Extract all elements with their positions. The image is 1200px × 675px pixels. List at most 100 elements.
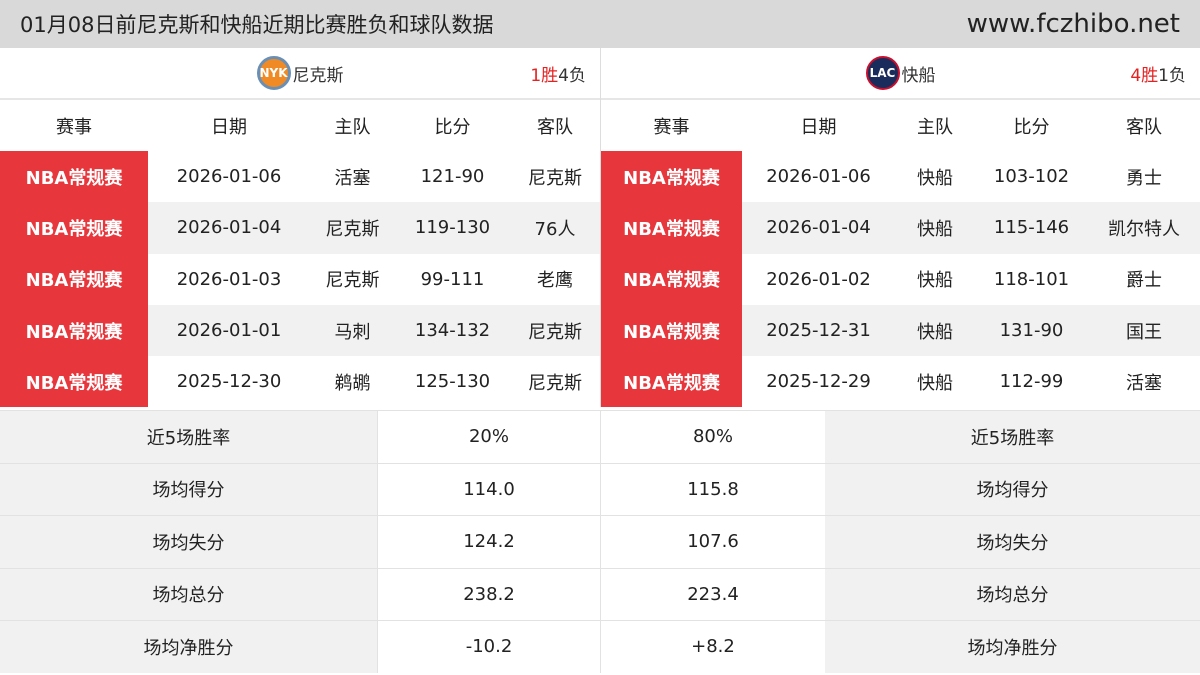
score-cell: 112-99 [999,371,1064,393]
team-record: 1胜4负 [530,61,586,86]
home-team-cell[interactable]: 鹈鹕 [334,372,371,394]
stat-label-left: 场均净胜分 [0,621,377,673]
team-record: 4胜1负 [1130,61,1186,86]
stat-value-right: +8.2 [600,621,825,673]
team-name[interactable]: 尼克斯 [292,65,344,86]
stats-row: 场均总分 238.2 223.4 场均总分 [0,567,1200,620]
table-row: NBA常规赛 2026-01-04 快船 115-146 凯尔特人 [601,202,1200,254]
date-cell: 2025-12-30 [176,371,282,393]
column-header: 赛事 [653,116,690,138]
column-header: 日期 [800,116,837,138]
column-header: 比分 [434,116,471,138]
column-header: 赛事 [56,116,92,138]
competition-cell[interactable]: NBA常规赛 [601,202,742,254]
table-row: NBA常规赛 2026-01-04 尼克斯 119-130 76人 [0,202,600,254]
date-cell: 2026-01-01 [176,320,282,342]
table-row: NBA常规赛 2025-12-30 鹈鹕 125-130 尼克斯 [0,356,600,408]
home-team-cell[interactable]: 快船 [917,167,953,189]
stats-row: 近5场胜率 20% 80% 近5场胜率 [0,410,1200,463]
away-team-cell[interactable]: 尼克斯 [528,372,582,394]
wins: 4胜 [1130,65,1159,86]
column-header: 主队 [917,116,953,138]
away-team-cell[interactable]: 老鹰 [537,270,573,292]
table-header: 赛事 日期 主队 比分 客队 [0,100,600,151]
team-name[interactable]: 快船 [901,65,936,86]
competition-cell[interactable]: NBA常规赛 [0,356,148,408]
stat-label-left: 场均得分 [0,463,377,515]
team-logo-icon: LAC [865,56,900,90]
home-team-cell[interactable]: 快船 [917,372,953,394]
table-row: NBA常规赛 2026-01-06 快船 103-102 勇士 [601,151,1200,203]
stat-value-right: 223.4 [600,568,825,620]
competition-cell[interactable]: NBA常规赛 [601,253,742,305]
date-cell: 2025-12-29 [766,371,871,393]
site-url[interactable]: www.fczhibo.net [966,9,1180,39]
away-team-cell[interactable]: 76人 [534,218,576,240]
stat-value-left: -10.2 [377,621,600,673]
home-team-cell[interactable]: 快船 [917,270,953,292]
losses: 4负 [558,65,586,86]
competition-cell[interactable]: NBA常规赛 [0,202,148,254]
date-cell: 2026-01-02 [766,268,871,290]
page-title: 01月08日前尼克斯和快船近期比赛胜负和球队数据 [20,13,494,37]
column-header: 比分 [1013,116,1050,138]
stat-value-right: 115.8 [600,463,825,515]
score-cell: 131-90 [999,320,1064,342]
away-team-cell[interactable]: 国王 [1126,321,1162,343]
table-row: NBA常规赛 2026-01-06 活塞 121-90 尼克斯 [0,151,600,203]
table-row: NBA常规赛 2026-01-03 尼克斯 99-111 老鹰 [0,253,600,305]
date-cell: 2026-01-03 [176,268,282,290]
away-team-cell[interactable]: 活塞 [1126,372,1162,394]
stat-label-right: 场均得分 [825,463,1200,515]
stat-label-left: 近5场胜率 [0,411,377,463]
competition-cell[interactable]: NBA常规赛 [601,304,742,357]
competition-cell[interactable]: NBA常规赛 [601,151,742,203]
home-team-cell[interactable]: 活塞 [334,167,371,189]
stats-table: 近5场胜率 20% 80% 近5场胜率 场均得分 114.0 115.8 场均得… [0,410,1200,673]
date-cell: 2026-01-06 [766,166,871,188]
home-team-cell[interactable]: 快船 [917,218,953,240]
stat-label-right: 场均总分 [825,568,1200,620]
stat-label-right: 近5场胜率 [825,411,1200,463]
stats-row: 场均失分 124.2 107.6 场均失分 [0,515,1200,568]
table-header: 赛事 日期 主队 比分 客队 [601,100,1200,151]
home-team-cell[interactable]: 尼克斯 [325,270,380,292]
home-team-cell[interactable]: 快船 [917,321,953,343]
stat-value-left: 114.0 [377,463,600,515]
team-header: NYK 尼克斯 1胜4负 [0,48,600,100]
stat-value-left: 238.2 [377,568,600,620]
stats-row: 场均净胜分 -10.2 +8.2 场均净胜分 [0,620,1200,673]
competition-cell[interactable]: NBA常规赛 [601,356,742,408]
score-cell: 119-130 [414,217,491,239]
competition-cell[interactable]: NBA常规赛 [0,253,148,305]
title-bar: 01月08日前尼克斯和快船近期比赛胜负和球队数据 www.fczhibo.net [0,0,1200,48]
away-team-cell[interactable]: 尼克斯 [528,321,582,343]
left-team-panel: NYK 尼克斯 1胜4负 赛事 日期 主队 比分 客队 NBA常规赛 2026-01-06 活塞… [0,48,600,408]
table-row: NBA常规赛 2025-12-31 快船 131-90 国王 [601,304,1200,357]
score-cell: 103-102 [993,166,1070,188]
stat-label-right: 场均净胜分 [825,621,1200,673]
away-team-cell[interactable]: 尼克斯 [528,167,582,189]
stat-value-left: 20% [377,411,600,463]
wins: 1胜 [530,65,559,86]
column-header: 日期 [211,116,247,138]
column-header: 客队 [537,116,573,138]
stat-value-right: 107.6 [600,516,825,568]
home-team-cell[interactable]: 尼克斯 [325,218,380,240]
table-row: NBA常规赛 2025-12-29 快船 112-99 活塞 [601,356,1200,408]
score-cell: 115-146 [993,217,1070,239]
score-cell: 99-111 [420,268,485,290]
stat-label-left: 场均失分 [0,516,377,568]
home-team-cell[interactable]: 马刺 [334,321,371,343]
column-header: 主队 [334,116,371,138]
score-cell: 121-90 [420,166,485,188]
away-team-cell[interactable]: 凯尔特人 [1108,218,1180,240]
away-team-cell[interactable]: 勇士 [1126,167,1162,189]
competition-cell[interactable]: NBA常规赛 [0,151,148,203]
stats-row: 场均得分 114.0 115.8 场均得分 [0,462,1200,515]
score-cell: 134-132 [414,320,491,342]
right-team-panel: LAC 快船 4胜1负 赛事 日期 主队 比分 客队 NBA常规赛 2026-01-06 快船 1… [600,48,1200,408]
date-cell: 2026-01-04 [766,217,871,239]
away-team-cell[interactable]: 爵士 [1126,270,1162,292]
competition-cell[interactable]: NBA常规赛 [0,304,148,357]
